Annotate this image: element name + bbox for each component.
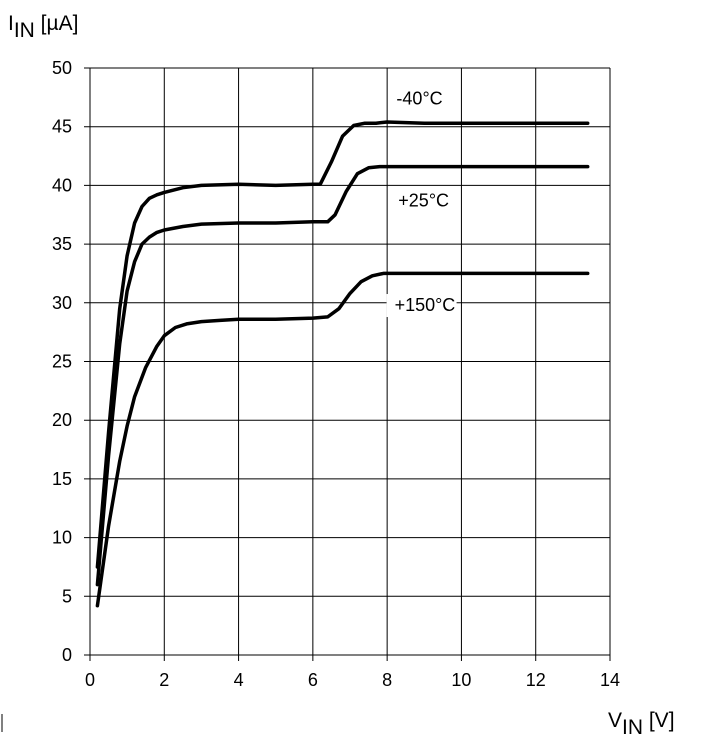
y-tick-label: 15	[52, 469, 72, 489]
series-label: +25°C	[398, 191, 449, 211]
x-tick-label: 4	[234, 670, 244, 690]
series-label: +150°C	[395, 295, 456, 315]
series-label-bg	[390, 189, 451, 213]
series-line	[95, 120, 590, 569]
series-label-bg	[388, 87, 449, 111]
x-axis-title-sub: IN	[622, 716, 643, 739]
x-tick-label: 14	[600, 670, 620, 690]
y-tick-label: 5	[62, 586, 72, 606]
x-tick-label: 12	[526, 670, 546, 690]
series-labels: -40°C +25°C +150°C	[386, 87, 457, 318]
x-tick-label: 6	[308, 670, 318, 690]
y-tick-label: 25	[52, 352, 72, 372]
y-tick-labels: 0 5 10 15 20 25 30 35 40 45 50	[52, 58, 72, 665]
grid	[84, 67, 611, 661]
y-tick-label: 10	[52, 528, 72, 548]
x-tick-label: 2	[159, 670, 169, 690]
y-axis-title-sub: IN	[14, 19, 35, 42]
x-axis-title-main: V	[608, 709, 622, 732]
y-tick-label: 40	[52, 175, 72, 195]
y-axis-title-unit: [µA]	[35, 12, 79, 35]
series-group	[95, 120, 590, 608]
y-tick-label: 35	[52, 234, 72, 254]
y-tick-label: 45	[52, 117, 72, 137]
x-tick-label: 8	[382, 670, 392, 690]
y-tick-label: 0	[62, 645, 72, 665]
series-label: -40°C	[396, 88, 442, 108]
x-axis-title: VIN [V]	[608, 709, 675, 739]
y-axis-title: IIN [µA]	[8, 12, 78, 42]
x-tick-labels: 0 2 4 6 8 10 12 14	[85, 670, 620, 690]
y-tick-label: 20	[52, 410, 72, 430]
x-tick-label: 10	[451, 670, 471, 690]
series-label-bg	[386, 294, 457, 318]
y-tick-label: 30	[52, 293, 72, 313]
x-tick-label: 0	[85, 670, 95, 690]
y-axis-title-main: I	[8, 12, 14, 35]
series-line	[95, 271, 590, 608]
y-tick-label: 50	[52, 58, 72, 78]
series-line	[95, 164, 590, 587]
x-axis-title-unit: [V]	[643, 709, 675, 732]
